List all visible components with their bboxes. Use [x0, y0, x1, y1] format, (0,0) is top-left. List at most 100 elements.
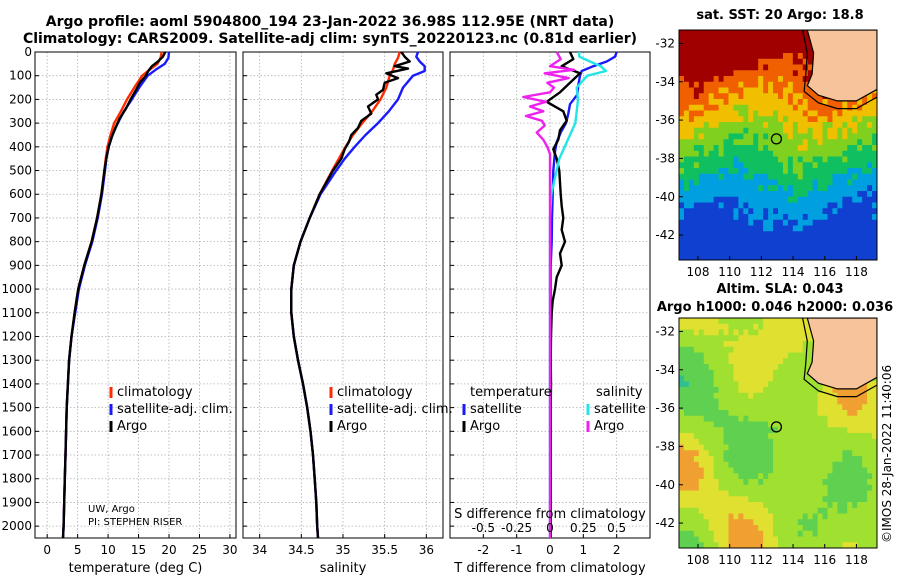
pi-annotation-line: UW, Argo [88, 504, 135, 515]
difference-xlabel: T difference from climatology [453, 561, 646, 576]
temperature-xlabel: temperature (deg C) [69, 561, 203, 576]
difference-stick-label: 0.25 [570, 521, 597, 535]
difference-legend-s-argo-label: Argo [594, 419, 624, 434]
sla-map-title: Altim. SLA: 0.043 [716, 282, 844, 297]
sst-map-xtick-label: 116 [813, 265, 836, 279]
difference-xtick-label: -1 [511, 543, 523, 557]
sst-map-shelf-contour [802, 30, 877, 110]
salinity-xlabel: salinity [320, 561, 367, 576]
sst-map-ytick-label: -34 [655, 75, 675, 89]
sla-map-xtick-label: 112 [750, 553, 773, 567]
sst-map-ytick-label: -32 [655, 36, 675, 50]
sst-map-argo-marker [770, 133, 783, 145]
salinity-legend-satellite-label: satellite-adj. clim. [337, 402, 453, 417]
depth-tick-label: 300 [9, 116, 32, 130]
sst-map-land [806, 30, 877, 102]
depth-tick-label: 1500 [1, 401, 32, 415]
difference-legend-t-argo-label: Argo [470, 419, 500, 434]
difference-xtick-label: -2 [477, 543, 489, 557]
depth-tick-label: 1400 [1, 377, 32, 391]
depth-tick-label: 700 [9, 211, 32, 225]
figure-title-line-1: Argo profile: aoml 5904800_194 23-Jan-20… [45, 14, 615, 30]
sla-map-xtick-label: 114 [782, 553, 805, 567]
series-s-satellite [548, 52, 608, 538]
sst-map-xtick-label: 114 [782, 265, 805, 279]
sst-map-field [679, 30, 877, 260]
salinity-xtick-label: 34.5 [288, 543, 315, 557]
sla-map-ytick-label: -40 [655, 478, 675, 492]
difference-legend-s-satellite-label: satellite [594, 402, 646, 417]
difference-stick-label: -0.5 [472, 521, 495, 535]
depth-tick-label: 100 [9, 69, 32, 83]
series-argo [290, 51, 411, 539]
pi-annotation-line: PI: STEPHEN RISER [88, 517, 182, 528]
temperature-xtick-label: 30 [222, 543, 237, 557]
sst-map-ytick-label: -42 [655, 228, 675, 242]
sla-map-frame [678, 317, 878, 549]
difference-legend-salinity-title: salinity [596, 385, 643, 400]
sla-map-xtick-label: 110 [718, 553, 741, 567]
depth-tick-label: 1800 [1, 472, 32, 486]
sla-map-ytick-label: -38 [655, 439, 675, 453]
sla-map-land [806, 318, 877, 390]
temperature-legend-argo-label: Argo [117, 419, 147, 434]
temperature-xtick-label: 25 [192, 543, 207, 557]
temperature-xtick-label: 0 [43, 543, 51, 557]
sla-map-xtick-label: 118 [845, 553, 868, 567]
sst-map-title: sat. SST: 20 Argo: 18.8 [696, 8, 864, 23]
difference-xtick-label: 1 [580, 543, 588, 557]
salinity-xtick-label: 34 [252, 543, 267, 557]
temperature-xtick-label: 5 [74, 543, 82, 557]
sst-map-frame [678, 29, 878, 261]
depth-tick-label: 200 [9, 92, 32, 106]
series-satellite-adj-clim- [290, 51, 426, 539]
salinity-panel: 34 34.5 35 35.5 36 salinity climatology satelli… [242, 51, 453, 576]
depth-tick-label: 1900 [1, 495, 32, 509]
depth-tick-label: 2000 [1, 519, 32, 533]
sla-map: 108 110 112 114 116 118 -32 -34 -36 -38 -40 -42 [655, 317, 878, 567]
sst-map-xtick-label: 108 [687, 265, 710, 279]
depth-tick-label: 1000 [1, 282, 32, 296]
sla-map-ytick-label: -36 [655, 401, 675, 415]
depth-tick-label: 1700 [1, 448, 32, 462]
sla-map-subtitle: Argo h1000: 0.046 h2000: 0.036 [656, 300, 894, 315]
temperature-xtick-label: 20 [161, 543, 176, 557]
temperature-legend-climatology-label: climatology [117, 385, 193, 400]
temperature-xtick-label: 10 [100, 543, 115, 557]
figure-title-line-2: Climatology: CARS2009. Satellite-adj cli… [22, 31, 638, 47]
depth-tick-label: 600 [9, 187, 32, 201]
series-argo [61, 51, 167, 539]
difference-stick-label: 0 [546, 521, 554, 535]
sla-map-ytick-label: -34 [655, 363, 675, 377]
temperature-axes-frame [34, 51, 237, 539]
difference-top-label: S difference from climatology [454, 507, 646, 522]
difference-stick-label: 0.5 [607, 521, 626, 535]
salinity-xtick-label: 35.5 [371, 543, 398, 557]
sst-map-xtick-label: 110 [718, 265, 741, 279]
salinity-legend-climatology-label: climatology [337, 385, 413, 400]
sla-map-argo-marker [770, 421, 783, 433]
depth-tick-label: 400 [9, 140, 32, 154]
salinity-xtick-label: 36 [419, 543, 434, 557]
sla-map-ytick-label: -42 [655, 516, 675, 530]
sst-map-ytick-label: -36 [655, 113, 675, 127]
depth-tick-label: 1300 [1, 353, 32, 367]
sla-map-field [679, 318, 877, 548]
sst-map-xtick-label: 118 [845, 265, 868, 279]
difference-xtick-label: 2 [613, 543, 621, 557]
difference-panel: -2 -1 0 1 2 T difference from climatology -0.5… [449, 51, 651, 576]
depth-tick-label: 500 [9, 164, 32, 178]
series-climatology [290, 51, 401, 539]
difference-legend-t-satellite-label: satellite [470, 402, 522, 417]
depth-tick-label: 900 [9, 258, 32, 272]
difference-stick-label: -0.25 [501, 521, 532, 535]
sst-map-xtick-label: 112 [750, 265, 773, 279]
salinity-legend-argo-label: Argo [337, 419, 367, 434]
depth-tick-label: 800 [9, 235, 32, 249]
temperature-panel: 0 5 10 15 20 25 300100200300400500600700800900… [1, 45, 237, 576]
depth-tick-label: 1600 [1, 424, 32, 438]
depth-tick-label: 0 [24, 45, 32, 59]
depth-tick-label: 1100 [1, 306, 32, 320]
sla-map-shelf-contour [802, 318, 877, 398]
